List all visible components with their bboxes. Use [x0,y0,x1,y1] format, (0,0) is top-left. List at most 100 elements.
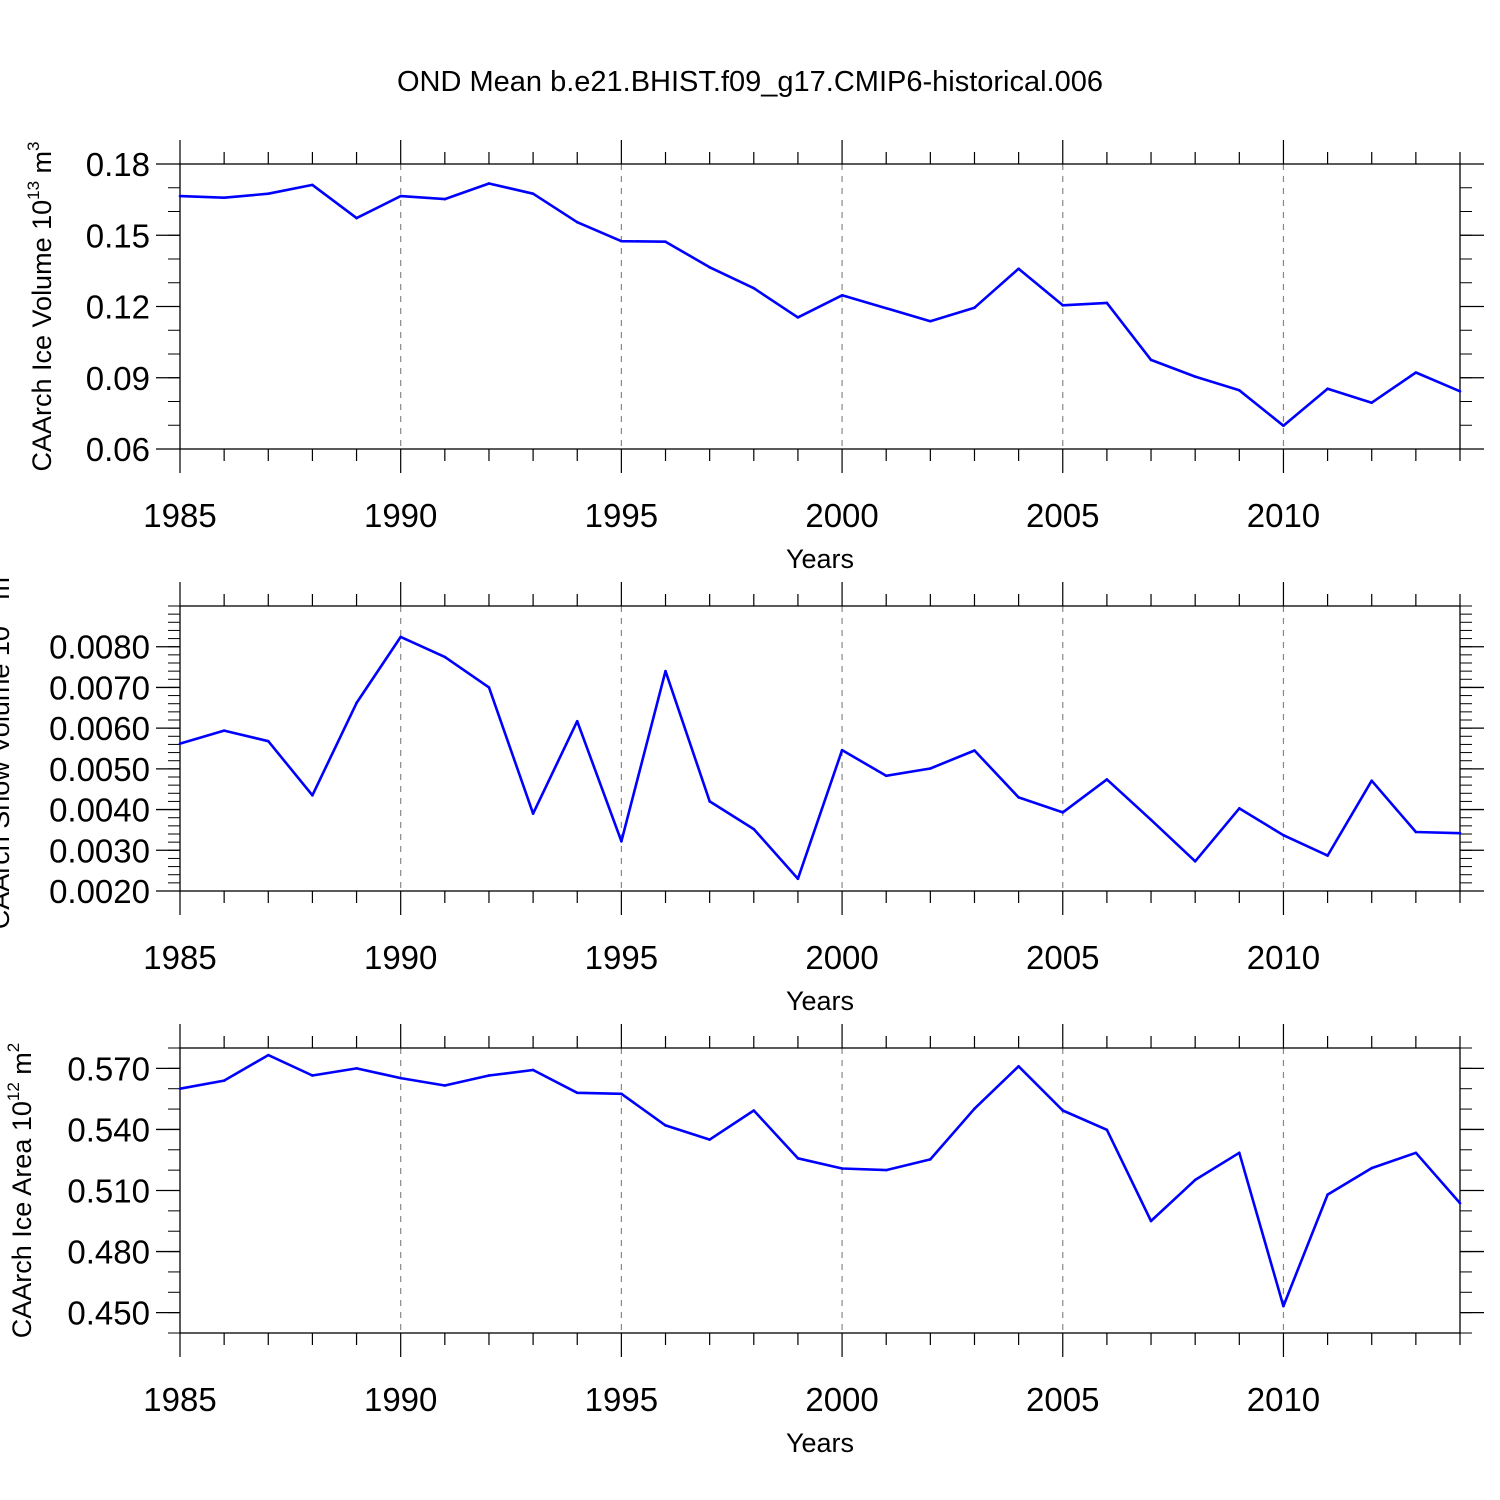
data-point [355,1067,358,1070]
data-point [708,800,711,803]
x-tick-label: 2010 [1247,939,1320,976]
x-tick-label: 1985 [143,1381,216,1418]
x-tick-label: 2010 [1247,497,1320,534]
data-point [443,1084,447,1087]
data-point [531,1068,535,1072]
data-point [355,701,358,705]
data-point [973,749,976,752]
data-point [1370,779,1374,782]
data-point [1149,358,1153,362]
data-point [796,316,800,319]
data-point [575,1091,579,1095]
data-point [178,742,182,745]
data-point [531,192,535,195]
data-point [311,1074,314,1077]
series-line-snow-volume [179,635,1461,881]
data-point [620,1092,623,1096]
data-point [1458,1201,1462,1205]
x-tick-label: 1990 [364,1381,437,1418]
data-point [575,719,579,723]
data-point [929,319,932,323]
y-tick-label: 0.0030 [49,832,150,869]
data-point [1414,830,1418,834]
y-axis-label: CAArch Snow Volume 1013 m3 [0,568,15,930]
series-line-ice-volume [179,182,1461,428]
data-point [1105,778,1109,781]
x-tick-label: 1995 [585,939,658,976]
data-point [399,635,402,639]
x-tick-label: 1995 [585,1381,658,1418]
y-tick-label: 0.0070 [49,669,150,706]
data-point [1370,401,1374,404]
plot-frame [179,605,1461,892]
y-tick-label: 0.0060 [49,710,150,747]
data-point [620,239,623,243]
data-point [1238,807,1241,810]
data-point [1414,1151,1418,1155]
data-point [840,748,844,752]
chart-panel-ice-area: 0.450 0.480 0.510 0.540 0.570 1985 1990 1995 200… [4,1024,1484,1458]
data-point [973,1107,976,1110]
data-point [929,767,932,770]
data-point [222,1079,226,1082]
data-point [708,266,711,269]
y-tick-label: 0.540 [67,1111,150,1148]
data-point [178,1087,182,1091]
x-axis-label: Years [786,986,854,1016]
data-point [1193,375,1197,378]
data-point [1193,1178,1197,1182]
y-axis-label: CAArch Ice Volume 1013 m3 [24,141,57,471]
data-point [399,1076,402,1080]
data-point [1061,1109,1065,1112]
data-point [178,194,182,198]
data-point [752,286,756,290]
y-tick-label: 0.510 [67,1173,150,1210]
data-point [266,1053,270,1057]
y-tick-label: 0.18 [86,146,150,183]
data-point [1238,1151,1241,1155]
data-point [664,240,667,243]
y-tick-label: 0.09 [86,360,150,397]
data-point [1282,833,1285,837]
data-point [575,220,579,224]
data-point [1017,267,1020,271]
data-point [752,1109,756,1112]
x-tick-label: 2000 [805,1381,878,1418]
y-tick-label: 0.0040 [49,792,150,829]
data-point [752,827,756,831]
data-point [1282,1304,1285,1308]
data-point [840,294,844,297]
data-point [1326,1193,1329,1196]
y-tick-label: 0.450 [67,1295,150,1332]
y-tick-label: 0.15 [86,217,150,254]
data-point [443,197,447,201]
y-tick-label: 0.0080 [49,629,150,666]
data-point [311,183,314,187]
y-tick-label: 0.0020 [49,873,150,910]
y-tick-label: 0.06 [86,431,150,468]
y-tick-label: 0.12 [86,289,150,326]
x-axis-label: Years [786,544,854,574]
data-point [1370,1166,1374,1170]
x-tick-label: 2010 [1247,1381,1320,1418]
x-tick-label: 1985 [143,939,216,976]
data-point [1061,304,1065,307]
data-point [266,739,270,743]
x-tick-label: 1990 [364,939,437,976]
data-point [1105,301,1109,305]
x-tick-label: 1985 [143,497,216,534]
data-point [1282,424,1285,428]
data-point [884,1168,888,1172]
chart-title: OND Mean b.e21.BHIST.f09_g17.CMIP6-histo… [397,66,1103,98]
x-tick-label: 2005 [1026,1381,1099,1418]
data-point [1017,796,1020,799]
data-point [1458,831,1462,835]
data-point [1017,1065,1020,1068]
data-point [399,194,402,198]
data-point [929,1158,932,1161]
data-point [1414,371,1418,374]
data-point [355,216,358,220]
data-point [1326,854,1329,857]
